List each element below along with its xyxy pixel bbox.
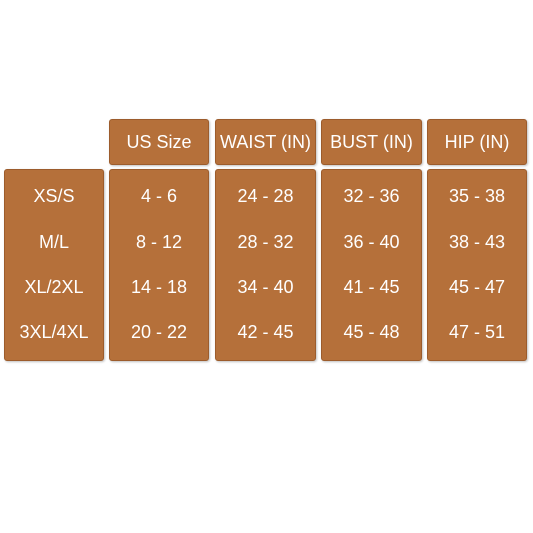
us-size-cell: 4 - 6 [140,186,178,206]
header-waist: WAIST (IN) [215,119,316,165]
size-cell: XS/S [33,186,75,206]
bust-cell: 36 - 40 [343,232,400,252]
header-hip-label: HIP (IN) [444,131,510,152]
bust-cell: 32 - 36 [343,186,400,206]
us-size-column: 4 - 6 8 - 12 14 - 18 20 - 22 [109,169,209,361]
header-hip: HIP (IN) [427,119,527,165]
header-us-size-label: US Size [126,131,192,152]
size-cell: 3XL/4XL [19,322,89,342]
header-bust-label: BUST (IN) [330,131,413,152]
header-bust: BUST (IN) [321,119,422,165]
size-column: XS/S M/L XL/2XL 3XL/4XL [4,169,104,361]
hip-cell: 38 - 43 [448,232,506,252]
waist-column: 24 - 28 28 - 32 34 - 40 42 - 45 [215,169,316,361]
bust-cell: 45 - 48 [343,322,400,342]
waist-cell: 34 - 40 [237,277,294,297]
hip-column: 35 - 38 38 - 43 45 - 47 47 - 51 [427,169,527,361]
bust-column: 32 - 36 36 - 40 41 - 45 45 - 48 [321,169,422,361]
header-waist-label: WAIST (IN) [220,131,311,152]
waist-cell: 24 - 28 [237,186,294,206]
hip-cell: 47 - 51 [448,322,506,342]
waist-cell: 28 - 32 [237,232,294,252]
header-us-size: US Size [109,119,209,165]
us-size-cell: 8 - 12 [135,232,183,252]
bust-cell: 41 - 45 [343,277,400,297]
size-cell: M/L [38,232,69,252]
us-size-cell: 20 - 22 [130,322,188,342]
size-cell: XL/2XL [24,277,84,297]
us-size-cell: 14 - 18 [130,277,188,297]
waist-cell: 42 - 45 [237,322,294,342]
hip-cell: 45 - 47 [448,277,506,297]
hip-cell: 35 - 38 [448,186,506,206]
